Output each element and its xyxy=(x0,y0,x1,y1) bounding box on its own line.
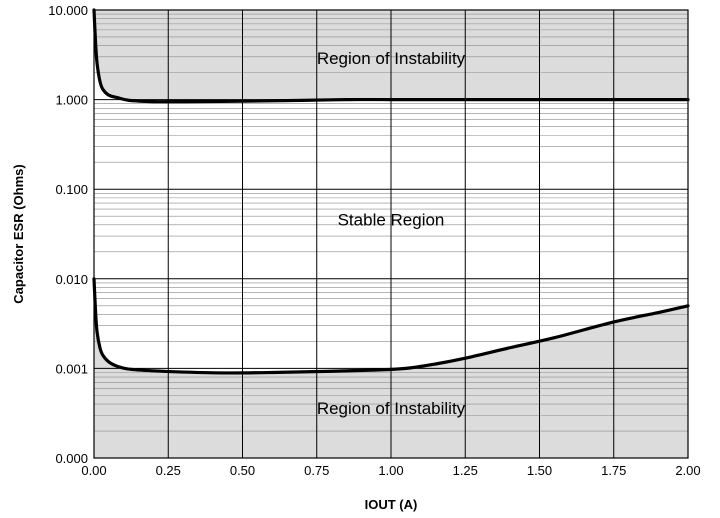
x-tick-label: 1.25 xyxy=(453,463,478,478)
y-tick-label: 0.100 xyxy=(55,182,88,197)
upper-boundary-curve xyxy=(92,8,690,104)
y-tick-label: 0.001 xyxy=(55,361,88,376)
plot-frame xyxy=(93,9,689,459)
y-tick-label: 1.000 xyxy=(55,93,88,108)
region-label: Region of Instability xyxy=(317,399,466,418)
y-tick-labels: 0.000 0.001 0.010 0.100 1.000 10.000 xyxy=(48,3,88,466)
x-tick-label: 0.50 xyxy=(230,463,255,478)
annotations: Region of Instability Stable Region Region… xyxy=(317,49,466,418)
series xyxy=(92,8,690,375)
x-tick-label: 0.00 xyxy=(81,463,106,478)
y-axis-title: Capacitor ESR (Ohms) xyxy=(11,164,26,303)
lower-boundary-curve xyxy=(92,277,690,375)
x-tick-label: 0.75 xyxy=(304,463,329,478)
x-tick-label: 2.00 xyxy=(675,463,700,478)
x-tick-labels: 0.00 0.25 0.50 0.75 1.00 1.25 1.50 1.75 2.00 xyxy=(81,463,700,478)
y-tick-label: 0.010 xyxy=(55,272,88,287)
y-tick-label: 10.000 xyxy=(48,3,88,18)
y-tick-label: 0.000 xyxy=(55,451,88,466)
x-tick-label: 0.25 xyxy=(156,463,181,478)
region-label: Stable Region xyxy=(338,210,445,229)
x-axis-title: IOUT (A) xyxy=(365,497,418,512)
x-tick-label: 1.00 xyxy=(378,463,403,478)
x-tick-label: 1.75 xyxy=(601,463,626,478)
x-tick-label: 1.50 xyxy=(527,463,552,478)
region-label: Region of Instability xyxy=(317,49,466,68)
